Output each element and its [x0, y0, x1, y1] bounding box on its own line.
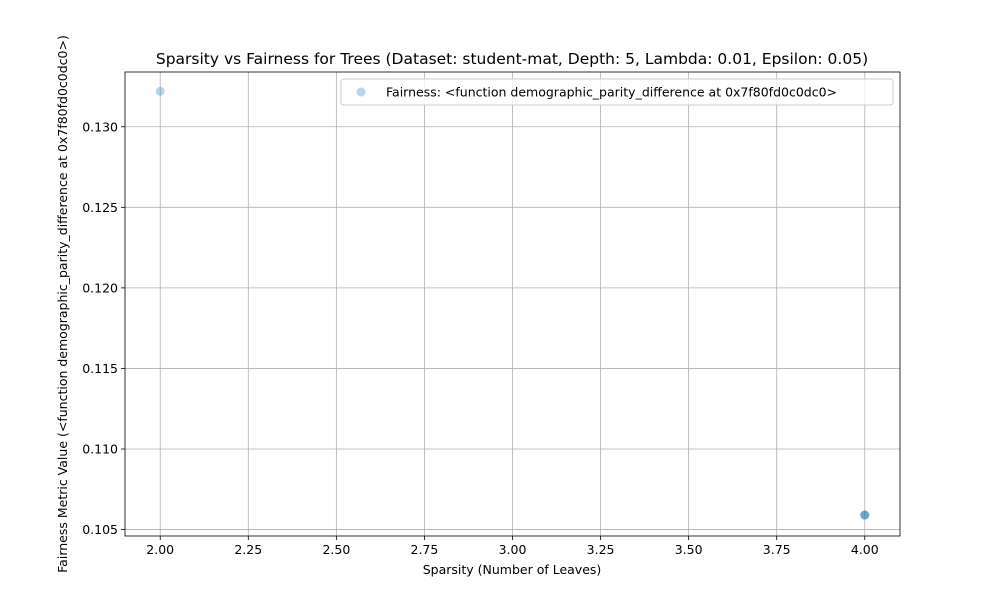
x-tick-label: 2.00 — [146, 542, 174, 557]
y-axis-ticks: 0.105 0.110 0.115 0.120 0.125 0.130 — [82, 119, 125, 537]
x-tick-label: 2.75 — [411, 542, 439, 557]
x-tick-label: 2.25 — [234, 542, 262, 557]
data-points — [155, 86, 870, 520]
y-tick-label: 0.115 — [82, 361, 118, 376]
y-axis-label: Fairness Metric Value (<function demogra… — [55, 35, 70, 573]
x-tick-label: 3.75 — [763, 542, 791, 557]
grid — [125, 72, 900, 536]
data-point — [860, 510, 870, 520]
x-tick-label: 3.25 — [587, 542, 615, 557]
data-point — [860, 510, 870, 520]
x-axis-ticks: 2.00 2.25 2.50 2.75 3.00 3.25 3.50 3.75 4.00 — [146, 536, 879, 557]
legend: Fairness: <function demographic_parity_d… — [340, 78, 894, 106]
x-tick-label: 3.50 — [675, 542, 703, 557]
x-tick-label: 2.50 — [322, 542, 350, 557]
legend-marker — [356, 87, 366, 97]
x-tick-label: 3.00 — [499, 542, 527, 557]
legend-label: Fairness: <function demographic_parity_d… — [386, 85, 837, 100]
x-tick-label: 4.00 — [851, 542, 879, 557]
data-point — [860, 510, 870, 520]
y-tick-label: 0.120 — [82, 280, 118, 295]
y-tick-label: 0.130 — [82, 119, 118, 134]
y-tick-label: 0.110 — [82, 442, 118, 457]
x-axis-label: Sparsity (Number of Leaves) — [423, 562, 602, 577]
chart-title: Sparsity vs Fairness for Trees (Dataset:… — [156, 50, 868, 68]
y-tick-label: 0.105 — [82, 522, 118, 537]
data-point — [155, 86, 165, 96]
legend-box — [340, 78, 894, 106]
y-tick-label: 0.125 — [82, 200, 118, 215]
